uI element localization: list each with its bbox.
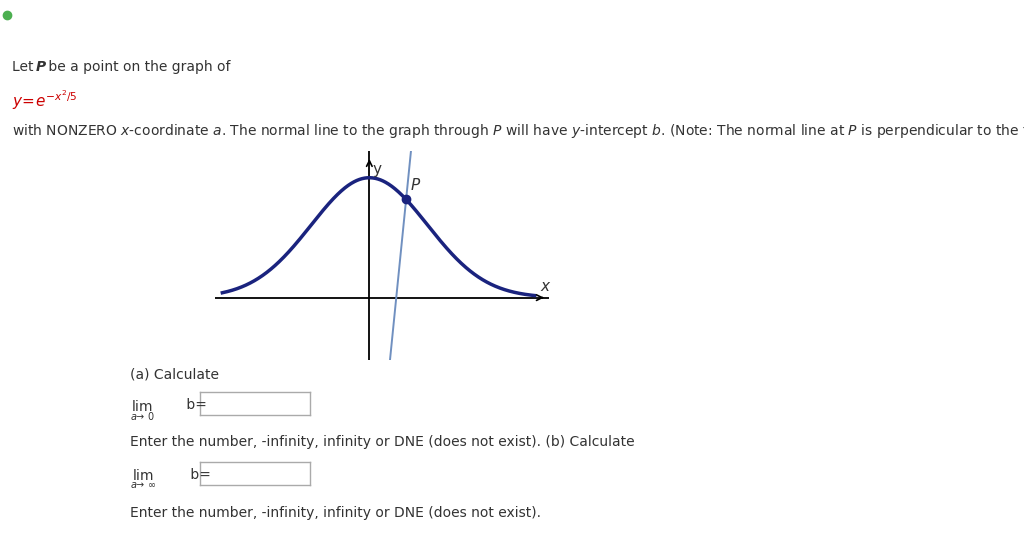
Text: x: x — [541, 279, 549, 294]
Text: y: y — [373, 162, 381, 177]
Text: with NONZERO $x$-coordinate $a$. The normal line to the graph through $P$ will h: with NONZERO $x$-coordinate $a$. The nor… — [12, 122, 1024, 140]
Text: -/10 points: -/10 points — [16, 9, 83, 21]
Text: Let: Let — [12, 60, 38, 74]
Text: $\lim_{a\to\ 0}$: $\lim_{a\to\ 0}$ — [130, 398, 155, 423]
Text: Enter the number, -infinity, infinity or DNE (does not exist).: Enter the number, -infinity, infinity or… — [130, 506, 541, 520]
Text: (a) Calculate: (a) Calculate — [130, 368, 219, 382]
Text: b=: b= — [186, 468, 211, 482]
Text: P: P — [411, 178, 420, 193]
Text: $y\!=\!e^{-x^2/5}$: $y\!=\!e^{-x^2/5}$ — [12, 88, 78, 112]
Text: P: P — [36, 60, 46, 74]
Text: My: My — [998, 9, 1017, 21]
Text: Enter the number, -infinity, infinity or DNE (does not exist). (b) Calculate: Enter the number, -infinity, infinity or… — [130, 435, 635, 449]
Text: b=: b= — [182, 398, 207, 412]
Text: $\lim_{a\to\ \infty}$: $\lim_{a\to\ \infty}$ — [130, 468, 157, 491]
Text: be a point on the graph of: be a point on the graph of — [44, 60, 230, 74]
